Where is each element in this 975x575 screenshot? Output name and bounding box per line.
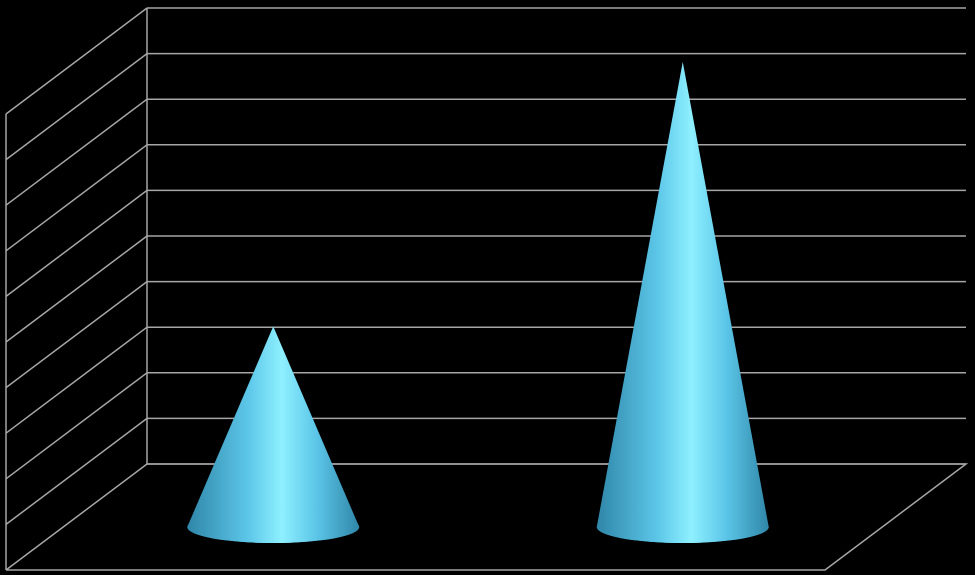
side-gridline (5, 463, 148, 571)
side-gridline (5, 98, 148, 206)
cone-1 (187, 326, 360, 543)
side-gridline (5, 417, 148, 525)
cone-body (596, 61, 769, 543)
side-gridline (5, 372, 148, 480)
chart-floor (6, 463, 969, 571)
side-gridline (5, 235, 148, 343)
side-gridline (5, 281, 148, 389)
cone-2 (596, 61, 769, 543)
floor-outline (6, 463, 969, 571)
side-gridline (5, 189, 148, 297)
side-gridline (5, 7, 148, 115)
side-gridline (5, 326, 148, 434)
side-gridline (5, 144, 148, 252)
gridlines (5, 7, 966, 571)
cones (187, 61, 769, 543)
cone-body (187, 326, 360, 543)
side-gridline (5, 53, 148, 161)
